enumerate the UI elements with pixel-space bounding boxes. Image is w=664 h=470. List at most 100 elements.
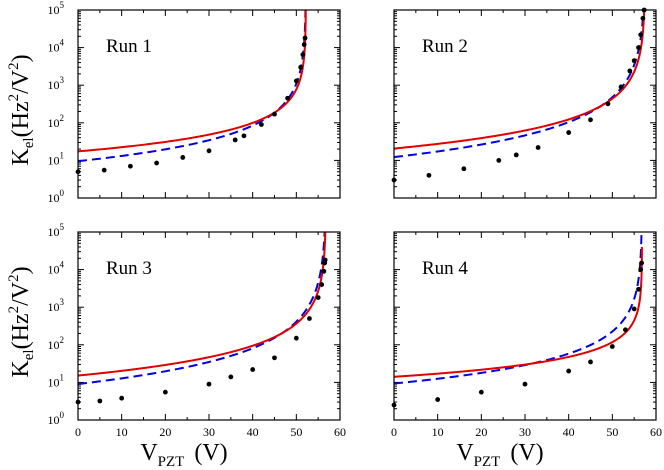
y-tick-label: 105 xyxy=(48,0,65,17)
data-point xyxy=(636,45,641,50)
x-tick-label: 40 xyxy=(563,425,575,439)
y-tick-label: 100 xyxy=(48,188,65,205)
y-tick-label: 104 xyxy=(48,38,65,55)
data-point xyxy=(285,95,290,101)
data-point xyxy=(250,367,256,372)
data-point xyxy=(588,117,593,123)
data-point xyxy=(293,335,299,341)
data-point xyxy=(623,327,628,333)
y-tick-label: 102 xyxy=(48,113,65,130)
data-point xyxy=(272,111,277,117)
data-point xyxy=(618,84,624,90)
data-point xyxy=(636,286,641,292)
data-point xyxy=(272,355,277,361)
data-point xyxy=(426,172,432,178)
x-tick-label: 0 xyxy=(75,425,81,439)
data-point xyxy=(513,152,519,158)
x-tick-label: 40 xyxy=(247,425,259,439)
data-point xyxy=(461,166,467,172)
x-axis-title-left: VPZT (V) xyxy=(140,440,227,470)
x-tick-label: 20 xyxy=(475,425,487,439)
x-tick-label: 50 xyxy=(290,425,302,439)
data-point xyxy=(206,148,212,154)
data-point xyxy=(241,133,247,139)
data-point xyxy=(605,101,611,107)
run-label: Run 4 xyxy=(422,258,468,279)
data-point xyxy=(588,359,593,365)
data-point xyxy=(319,282,325,287)
panel-1: 100 101 102 103 104 105 Run 1 xyxy=(48,0,341,205)
data-point xyxy=(228,374,234,380)
plot-frame xyxy=(393,9,657,199)
data-point xyxy=(315,295,321,301)
data-point xyxy=(631,306,637,312)
data-point xyxy=(638,267,644,272)
x-tick-label: 50 xyxy=(606,425,618,439)
y-tick-label: 103 xyxy=(48,75,65,92)
data-point xyxy=(307,316,312,321)
data-point xyxy=(293,78,299,84)
data-point xyxy=(180,155,186,160)
data-point xyxy=(631,58,637,64)
y-tick-label: 101 xyxy=(48,372,65,389)
data-point xyxy=(496,158,502,163)
data-point xyxy=(101,167,107,173)
x-tick-label: 60 xyxy=(334,425,346,439)
data-point xyxy=(627,68,633,74)
data-point xyxy=(259,122,264,127)
plot-frame xyxy=(393,231,657,421)
fit-curve-red-solid xyxy=(78,232,327,377)
data-point xyxy=(127,163,133,169)
y-tick-label: 103 xyxy=(48,297,65,314)
run-label: Run 2 xyxy=(422,36,468,57)
fit-curve-blue-dashed xyxy=(394,10,645,159)
data-point xyxy=(535,145,541,150)
data-point xyxy=(298,64,304,70)
x-tick-label: 10 xyxy=(116,425,128,439)
fit-curve-red-solid xyxy=(78,10,307,153)
panel-4: 0 10 20 30 40 50 60 Run 4 xyxy=(391,231,662,439)
y-tick-label: 105 xyxy=(48,222,65,239)
plot-frame xyxy=(77,231,341,421)
x-tick-label: 30 xyxy=(203,425,215,439)
plot-frame xyxy=(77,9,341,199)
data-point xyxy=(522,381,528,387)
y-tick-label: 104 xyxy=(48,260,65,277)
run-label: Run 1 xyxy=(106,36,152,57)
data-point xyxy=(119,395,125,401)
data-point xyxy=(302,35,308,41)
data-point xyxy=(566,368,572,374)
data-point xyxy=(300,52,306,58)
data-point xyxy=(638,32,644,38)
fit-curve-red-solid xyxy=(394,10,646,150)
data-point xyxy=(609,344,615,349)
y-tick-label: 101 xyxy=(48,150,65,167)
data-point xyxy=(154,160,160,166)
x-tick-label: 20 xyxy=(159,425,171,439)
y-axis-title-top: Kel(Hz2/V2) xyxy=(6,54,37,165)
x-tick-label: 60 xyxy=(650,425,662,439)
y-tick-label: 100 xyxy=(48,410,65,427)
x-tick-label: 30 xyxy=(519,425,531,439)
data-point xyxy=(322,257,328,263)
y-axis-title-bottom: Kel(Hz2/V2) xyxy=(6,266,37,377)
data-point xyxy=(232,137,238,143)
fit-curve-blue-dashed xyxy=(394,232,643,385)
data-point xyxy=(435,397,441,402)
data-point xyxy=(97,398,103,404)
fit-curve-blue-dashed xyxy=(78,232,326,386)
data-point xyxy=(640,15,646,21)
data-point xyxy=(566,130,572,135)
x-tick-label: 10 xyxy=(432,425,444,439)
data-point xyxy=(162,389,168,395)
data-point xyxy=(206,381,212,387)
data-point xyxy=(478,389,484,395)
x-tick-label: 0 xyxy=(391,425,397,439)
run-label: Run 3 xyxy=(106,258,152,279)
data-point xyxy=(639,260,644,266)
y-tick-label: 102 xyxy=(48,335,65,352)
panel-2: Run 2 xyxy=(391,7,657,199)
x-axis-title-right: VPZT (V) xyxy=(456,440,543,470)
